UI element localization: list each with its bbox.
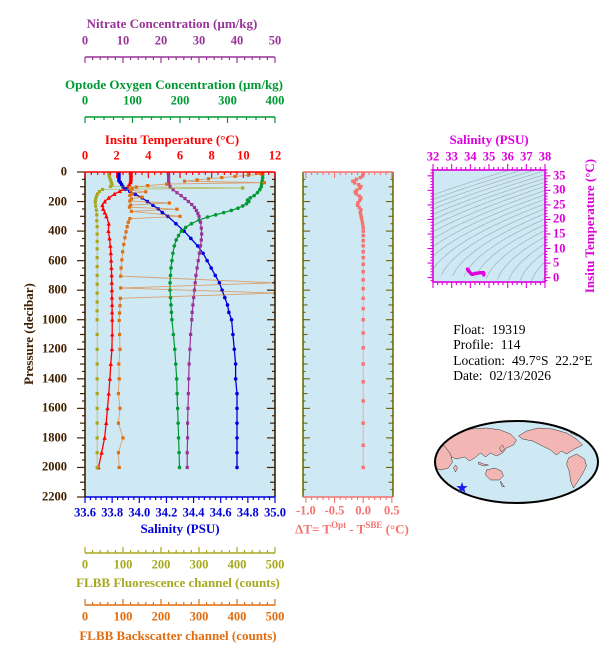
salinity-series — [117, 172, 239, 470]
nitrate-axis — [84, 56, 276, 63]
delta-t-series — [351, 172, 365, 470]
delta-t-panel — [302, 171, 394, 503]
profiles-panel — [77, 56, 276, 606]
float-location-star — [456, 482, 468, 493]
world-map — [434, 420, 599, 504]
temperature-axis — [84, 171, 276, 178]
fluorescence-series — [93, 172, 245, 470]
backscatter-series — [116, 172, 275, 470]
backscatter-axis — [84, 599, 276, 606]
map-land — [435, 426, 587, 489]
isopycnal-contours — [433, 170, 545, 282]
ts-diagram-panel — [427, 164, 551, 288]
ts-track — [465, 267, 486, 277]
oxygen-axis — [84, 116, 276, 123]
pressure-axis — [77, 171, 276, 498]
fluorescence-axis — [84, 547, 276, 554]
salinity-axis — [84, 496, 276, 503]
